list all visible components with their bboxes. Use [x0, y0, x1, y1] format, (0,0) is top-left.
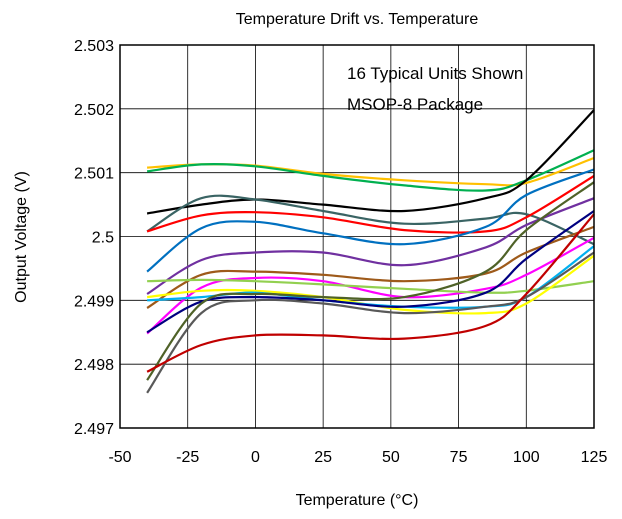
y-axis-label: Output Voltage (V)	[13, 171, 30, 303]
y-tick-label: 2.498	[74, 357, 114, 374]
series-line-13	[146, 210, 595, 334]
y-tick-label: 2.502	[74, 102, 114, 119]
series-group	[146, 109, 595, 394]
y-tick-label: 2.5	[92, 230, 114, 247]
x-tick-label: -50	[108, 449, 131, 466]
x-tick-label: 50	[382, 449, 400, 466]
series-line-7	[146, 197, 595, 295]
series-line-6	[146, 168, 595, 273]
series-line-9	[146, 236, 595, 335]
series-line-10	[147, 278, 595, 294]
y-tick-label: 2.503	[74, 38, 114, 55]
annotation-units: 16 Typical Units Shown	[347, 64, 523, 83]
chart-title: Temperature Drift vs. Temperature	[236, 11, 479, 28]
y-tick-label: 2.501	[74, 166, 114, 183]
series-line-14	[146, 251, 595, 394]
annotation-package: MSOP-8 Package	[347, 95, 483, 114]
series-line-4	[146, 194, 595, 246]
x-tick-label: -25	[176, 449, 199, 466]
series-line-8	[146, 225, 595, 309]
x-tick-labels: -50 -25 0 25 50 75 100 125	[108, 449, 607, 466]
series-line-16	[146, 213, 595, 373]
x-axis-label: Temperature (°C)	[296, 492, 419, 509]
x-tick-label: 125	[581, 449, 608, 466]
x-tick-label: 0	[251, 449, 260, 466]
series-line-2	[146, 149, 595, 192]
y-tick-labels: 2.497 2.498 2.499 2.5 2.501 2.502 2.503	[74, 38, 114, 438]
y-tick-label: 2.497	[74, 421, 114, 438]
plot-frame	[119, 44, 595, 429]
x-tick-label: 75	[450, 449, 468, 466]
series-line-15	[146, 181, 595, 381]
y-tick-label: 2.499	[74, 293, 114, 310]
x-tick-label: 25	[314, 449, 332, 466]
series-line-5	[146, 174, 595, 234]
x-tick-label: 100	[513, 449, 540, 466]
series-line-3	[146, 109, 595, 215]
